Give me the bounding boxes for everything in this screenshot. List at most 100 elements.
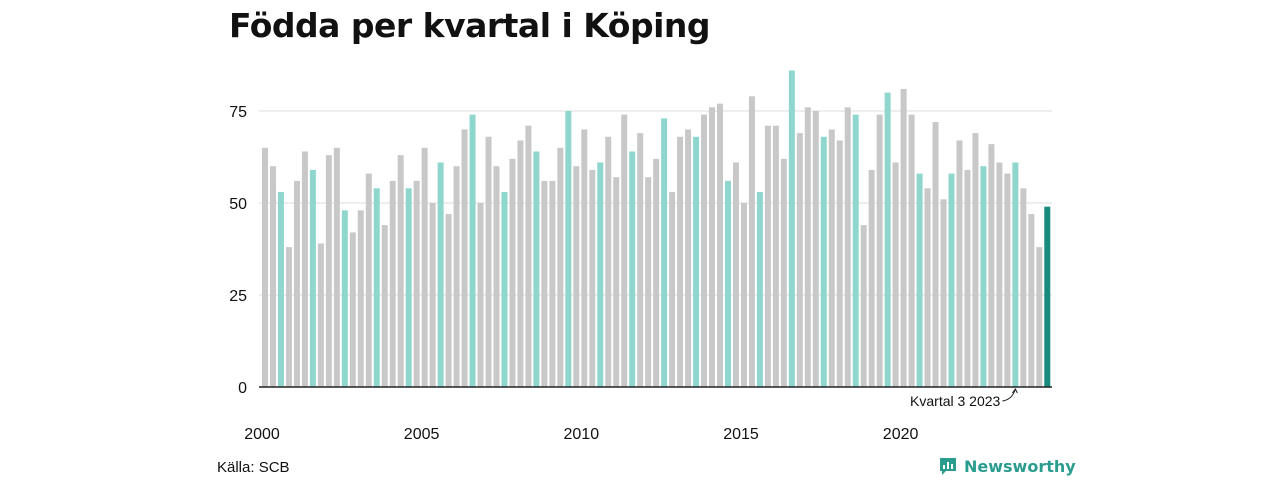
- bar: [916, 173, 923, 387]
- annotation: Kvartal 3 2023: [910, 388, 1018, 409]
- y-tick-label: 0: [238, 380, 247, 397]
- bar: [341, 210, 348, 387]
- bar: [772, 125, 779, 387]
- bar: [724, 180, 731, 387]
- y-tick-label: 25: [229, 288, 247, 305]
- bar: [820, 136, 827, 387]
- bar: [437, 162, 444, 387]
- bar: [613, 177, 620, 387]
- bar: [533, 151, 540, 387]
- bar: [453, 166, 460, 387]
- bar: [756, 191, 763, 387]
- bar: [709, 107, 716, 387]
- bar: [581, 129, 588, 387]
- bar: [325, 155, 332, 387]
- bar: [621, 114, 628, 388]
- bar: [693, 136, 700, 387]
- x-tick-label: 2010: [564, 426, 600, 443]
- y-axis-ticks: 0 25 50 75: [229, 104, 247, 397]
- bar: [717, 103, 723, 387]
- bar: [788, 70, 795, 388]
- newsworthy-logo-icon: [940, 458, 956, 475]
- bar: [421, 147, 428, 387]
- bar: [732, 162, 739, 387]
- bar: [645, 177, 652, 387]
- bar: [605, 136, 612, 387]
- bar: [980, 166, 987, 387]
- bar: [764, 125, 771, 387]
- bar: [365, 173, 372, 387]
- x-tick-label: 2000: [244, 426, 280, 443]
- bar: [812, 111, 819, 387]
- bar: [956, 140, 963, 387]
- bar: [285, 247, 292, 387]
- bar: [509, 158, 516, 387]
- bar: [868, 169, 875, 387]
- bar: [493, 166, 500, 387]
- x-tick-label: 2005: [404, 426, 440, 443]
- annotation-label: Kvartal 3 2023: [910, 393, 1000, 409]
- bar: [1004, 173, 1011, 387]
- bars: [262, 70, 1051, 388]
- bar: [1044, 206, 1051, 387]
- bar: [309, 169, 316, 387]
- chart-title: Födda per kvartal i Köping: [229, 6, 711, 45]
- bar: [277, 191, 284, 387]
- bar: [573, 166, 580, 387]
- bar: [565, 111, 572, 387]
- bar: [301, 151, 308, 387]
- bar: [477, 203, 484, 387]
- bar: [637, 133, 644, 387]
- bar: [357, 210, 364, 387]
- bar: [461, 129, 468, 387]
- bar: [972, 133, 979, 387]
- bar: [900, 88, 907, 388]
- bar: [836, 140, 843, 387]
- bar: [653, 158, 660, 387]
- bar: [269, 166, 276, 387]
- bar: [381, 225, 388, 387]
- bar: [701, 114, 708, 388]
- x-tick-label: 2020: [883, 426, 919, 443]
- bar: [397, 155, 404, 387]
- bar: [908, 114, 915, 388]
- bar: [597, 162, 604, 387]
- bar: [932, 122, 939, 387]
- bar: [852, 114, 859, 388]
- bar: [629, 151, 636, 387]
- bar: [541, 180, 548, 387]
- bar: [892, 162, 899, 387]
- bar: [876, 114, 883, 388]
- bar: [804, 107, 811, 387]
- bar: [485, 136, 492, 387]
- bar: [501, 191, 508, 387]
- bar: [589, 169, 596, 387]
- bar: [1012, 162, 1019, 387]
- bar: [525, 125, 532, 387]
- bar: [740, 203, 747, 387]
- bar: [549, 180, 556, 387]
- bar: [677, 136, 684, 387]
- bar: [429, 203, 436, 387]
- bar: [469, 114, 476, 388]
- bar: [445, 214, 452, 387]
- bar: [405, 188, 412, 387]
- bar: [884, 92, 891, 387]
- bar-chart: 0 25 50 75 2000 2005 2010 2015 2020 Kvartal 3 2…: [229, 70, 1052, 443]
- bar: [557, 147, 564, 387]
- bar: [940, 199, 947, 387]
- bar: [669, 191, 676, 387]
- bar: [685, 129, 692, 387]
- bar: [317, 243, 324, 387]
- bar: [844, 107, 851, 387]
- bar: [349, 232, 356, 387]
- bar: [1020, 188, 1027, 387]
- bar: [1028, 214, 1035, 387]
- bar: [988, 144, 995, 387]
- bar: [661, 118, 668, 388]
- annotation-arrow: [1002, 388, 1018, 402]
- bar: [996, 162, 1003, 387]
- brand-name: Newsworthy: [964, 456, 1076, 476]
- bar: [780, 158, 787, 387]
- source-label: Källa: SCB: [217, 459, 290, 476]
